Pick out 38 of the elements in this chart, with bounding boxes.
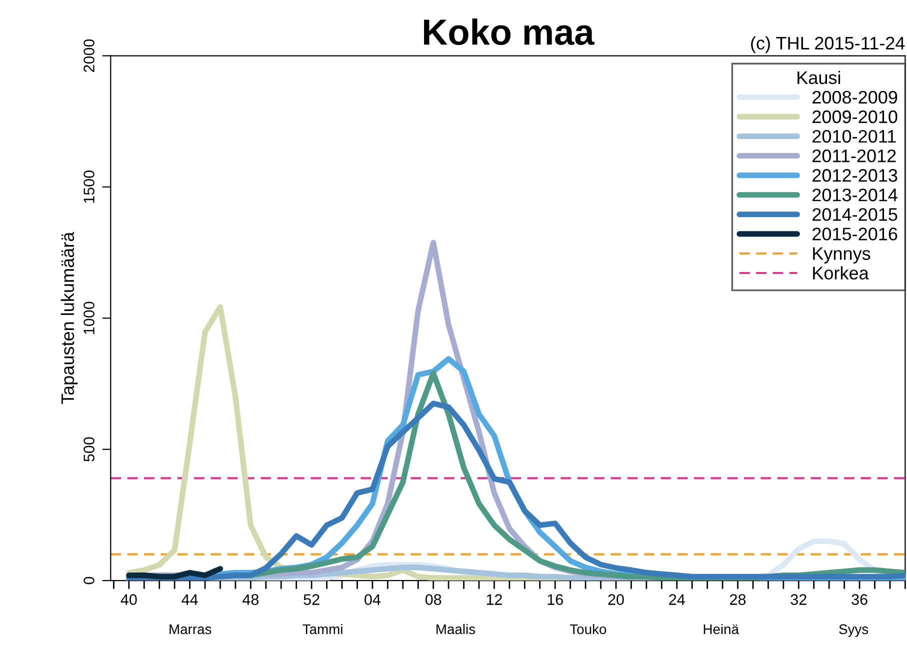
y-axis-title: Tapausten lukumäärä (60, 232, 78, 404)
x-tick-label: 52 (304, 594, 320, 605)
x-tick-label: 48 (242, 594, 259, 605)
text: Marras (170, 624, 212, 634)
legend-label: Kynnys (813, 247, 870, 264)
y-tick-label: 1000 (84, 302, 94, 334)
text: Maalis (436, 624, 476, 634)
legend-label: 2015-2016 (812, 228, 898, 240)
x-tick-label: 24 (669, 594, 685, 605)
legend-label: 2011-2012 (812, 149, 896, 162)
x-tick-label: 04 (364, 594, 381, 605)
y-tick-label: 0 (84, 576, 94, 584)
chart-title: Koko maa (424, 18, 594, 46)
x-tick-label: 08 (425, 594, 442, 605)
text: (c) THL 2015-11-24 (751, 36, 905, 54)
legend-label: 2009-2010 (812, 110, 898, 124)
legend-label: 2012-2013 (812, 169, 898, 182)
y-tick-label: 1500 (84, 170, 94, 203)
legend-title: Kausi (798, 70, 840, 84)
x-tick-label: 44 (182, 594, 198, 605)
legend-label: Korkea (813, 266, 869, 280)
legend-label: 2013-2014 (812, 188, 898, 202)
x-tick-label: 28 (730, 594, 746, 605)
x-tick-label: 16 (548, 594, 563, 605)
legend-label: 2008-2009 (812, 90, 898, 104)
x-tick-label: 40 (120, 594, 137, 605)
text: Tammi (302, 624, 342, 634)
y-tick-label: 2000 (84, 39, 94, 72)
legend-label: 2010-2011 (812, 130, 896, 143)
x-tick-label: 36 (852, 594, 868, 605)
text: Syys (839, 624, 868, 637)
x-tick-label: 12 (486, 594, 502, 605)
text: Heinä (704, 624, 739, 634)
x-tick-label: 32 (790, 594, 806, 605)
x-tick-label: 20 (608, 594, 624, 605)
legend-label: 2014-2015 (812, 208, 898, 221)
y-tick-label: 500 (84, 437, 94, 462)
text: Touko (570, 624, 606, 634)
